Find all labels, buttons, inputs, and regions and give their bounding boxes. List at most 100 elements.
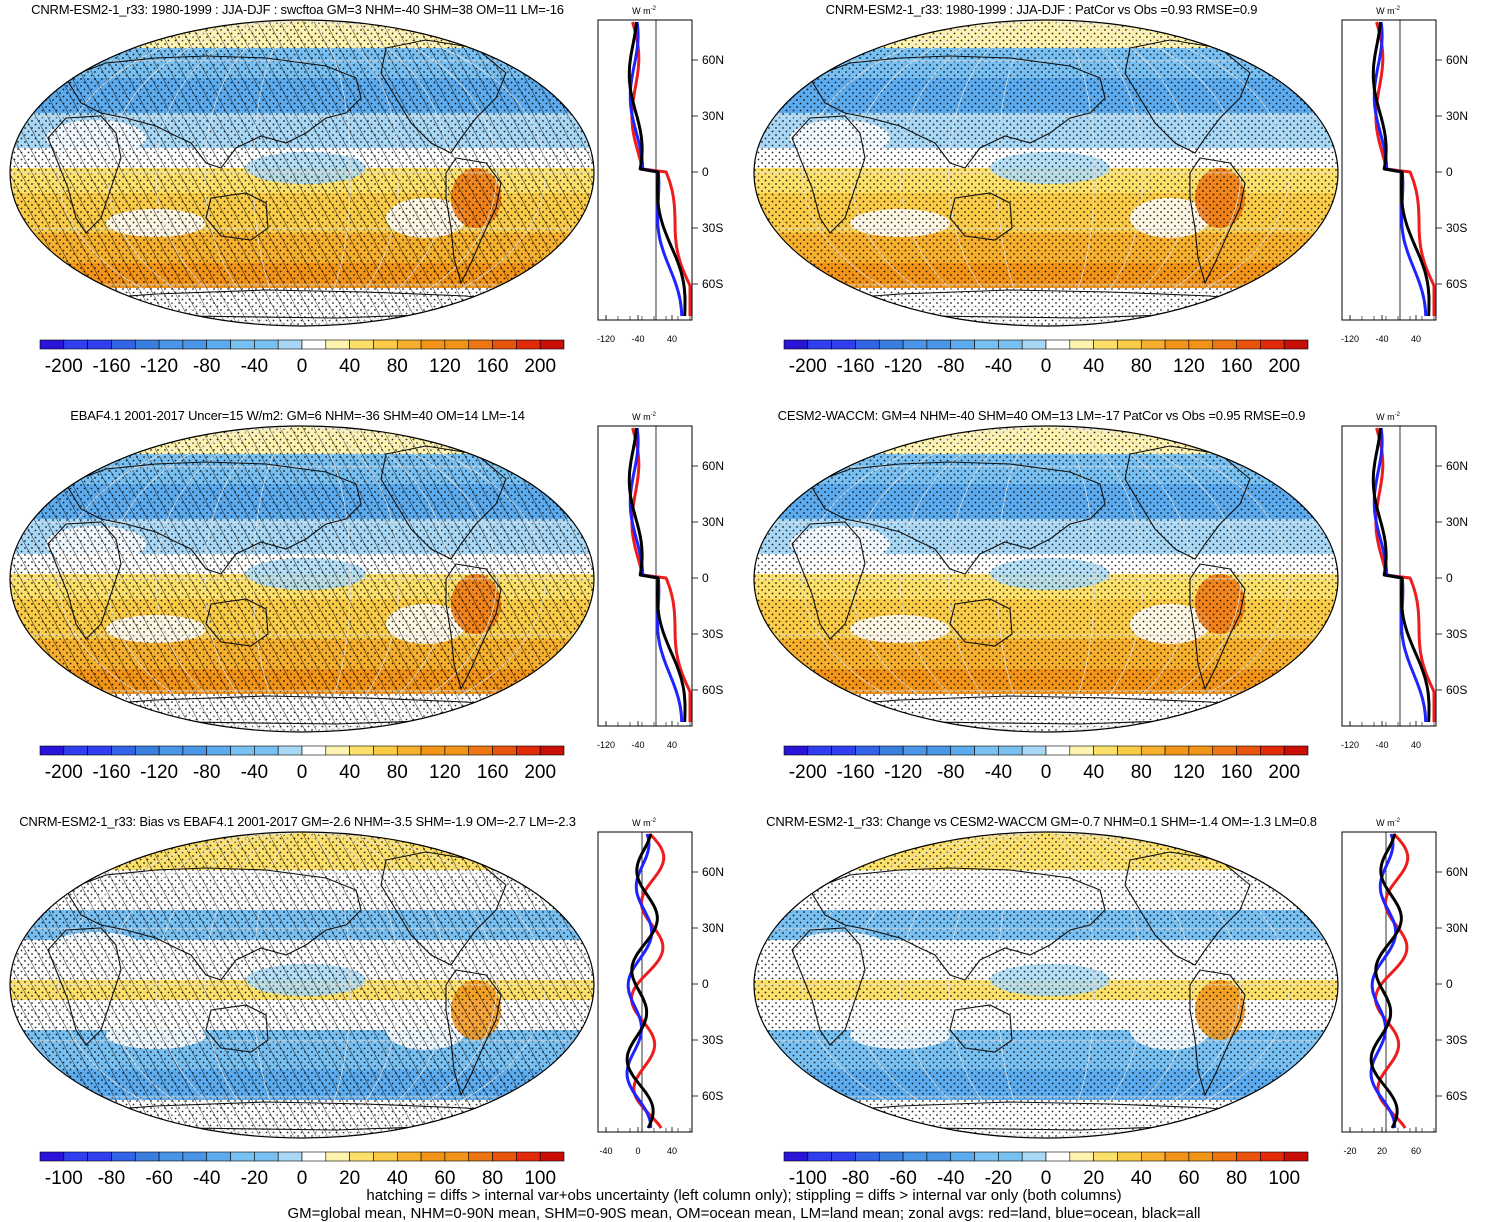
zonal-x-tick: 40 — [667, 740, 677, 750]
colorbar-label: 0 — [1041, 762, 1052, 783]
zonal-x-tick: 0 — [635, 1146, 640, 1156]
colorbar-label: -200 — [789, 356, 827, 377]
panel-title: CESM2-WACCM: GM=4 NHM=-40 SHM=40 OM=13 L… — [777, 408, 1306, 423]
zonal-mean-plot: W m-2 60N 30N 0 30S 60S -120 -40 40 — [597, 6, 724, 344]
units-label: W m-2 — [632, 412, 656, 422]
zonal-mean-plot: W m-2 60N 30N 0 30S 60S -120 -40 40 — [1341, 412, 1468, 750]
zonal-lat-label: 0 — [702, 571, 709, 585]
colorbar-label: 40 — [1131, 1168, 1152, 1189]
zonal-x-tick: 40 — [667, 1146, 677, 1156]
zonal-lat-label: 60N — [702, 53, 724, 67]
colorbar: -200 -160 -120 -80 -40 0 40 80 120 160 200 — [783, 339, 1309, 377]
colorbar-label: -20 — [985, 1168, 1012, 1189]
colorbar-label: -80 — [937, 762, 964, 783]
zonal-lat-label: 0 — [1446, 571, 1453, 585]
colorbar-label: -200 — [789, 762, 827, 783]
colorbar-label: -80 — [842, 1168, 869, 1189]
zonal-mean-plot: W m-2 60N 30N 0 30S 60S -40 0 40 — [597, 818, 724, 1156]
zonal-lat-label: 30N — [1446, 109, 1468, 123]
colorbar-label: -120 — [884, 356, 922, 377]
global-map — [753, 831, 1339, 1139]
global-map — [9, 425, 595, 733]
footer-note-legend: GM=global mean, NHM=0-90N mean, SHM=0-90… — [287, 1205, 1201, 1222]
colorbar-label: 200 — [1268, 762, 1300, 783]
panel-title: CNRM-ESM2-1_r33: 1980-1999 : JJA-DJF : s… — [31, 2, 564, 17]
zonal-lat-label: 60N — [1446, 53, 1468, 67]
colorbar-label: 80 — [387, 356, 408, 377]
colorbar-label: 160 — [1221, 356, 1253, 377]
zonal-lat-label: 30S — [1446, 627, 1467, 641]
panel-title: CNRM-ESM2-1_r33: 1980-1999 : JJA-DJF : P… — [825, 2, 1258, 17]
colorbar-label: 40 — [339, 762, 360, 783]
zonal-lat-label: 60S — [1446, 1089, 1467, 1103]
panel-bias-vs-ebaf: CNRM-ESM2-1_r33: Bias vs EBAF4.1 2001-20… — [0, 812, 744, 1215]
zonal-lat-label: 60S — [702, 277, 723, 291]
colorbar-label: 20 — [1083, 1168, 1104, 1189]
colorbar-label: -160 — [836, 762, 874, 783]
zonal-x-tick: 20 — [1377, 1146, 1387, 1156]
zonal-lat-label: 60N — [1446, 865, 1468, 879]
colorbar-label: 100 — [1268, 1168, 1300, 1189]
zonal-lat-label: 60N — [702, 459, 724, 473]
panel-change-vs-cesm2: CNRM-ESM2-1_r33: Change vs CESM2-WACCM G… — [744, 812, 1488, 1215]
zonal-lat-label: 30S — [702, 627, 723, 641]
zonal-lat-label: 60N — [702, 865, 724, 879]
colorbar-label: 160 — [1221, 762, 1253, 783]
zonal-x-tick: -40 — [1375, 334, 1388, 344]
colorbar-label: 120 — [1173, 356, 1205, 377]
colorbar-label: 0 — [297, 356, 308, 377]
colorbar-label: 80 — [1131, 762, 1152, 783]
units-label: W m-2 — [1376, 818, 1400, 828]
colorbar-label: 0 — [297, 1168, 308, 1189]
colorbar-label: -80 — [98, 1168, 125, 1189]
panel-title: CNRM-ESM2-1_r33: Change vs CESM2-WACCM G… — [766, 814, 1317, 829]
zonal-lat-label: 60S — [1446, 683, 1467, 697]
zonal-mean-plot: W m-2 60N 30N 0 30S 60S -120 -40 40 — [597, 412, 724, 750]
colorbar: -200 -160 -120 -80 -40 0 40 80 120 160 200 — [39, 339, 565, 377]
global-map — [753, 19, 1339, 327]
colorbar-label: -200 — [45, 762, 83, 783]
colorbar: -200 -160 -120 -80 -40 0 40 80 120 160 200 — [783, 745, 1309, 783]
zonal-lat-label: 60S — [702, 1089, 723, 1103]
colorbar-label: 0 — [297, 762, 308, 783]
colorbar-label: 0 — [1041, 1168, 1052, 1189]
zonal-x-tick: 60 — [1411, 1146, 1421, 1156]
colorbar-label: -40 — [241, 762, 268, 783]
colorbar-label: -80 — [193, 356, 220, 377]
zonal-x-tick: -40 — [599, 1146, 612, 1156]
zonal-x-tick: -40 — [631, 740, 644, 750]
zonal-lat-label: 0 — [702, 165, 709, 179]
colorbar-label: 80 — [1131, 356, 1152, 377]
colorbar: -100 -80 -60 -40 -20 0 20 40 60 80 100 — [783, 1151, 1309, 1189]
zonal-lat-label: 0 — [1446, 977, 1453, 991]
zonal-lat-label: 60S — [1446, 277, 1467, 291]
colorbar-label: -120 — [884, 762, 922, 783]
colorbar-label: 80 — [1226, 1168, 1247, 1189]
colorbar-label: -60 — [889, 1168, 916, 1189]
panel-title: CNRM-ESM2-1_r33: Bias vs EBAF4.1 2001-20… — [19, 814, 576, 829]
panel-ebaf-observations: EBAF4.1 2001-2017 Uncer=15 W/m2: GM=6 NH… — [0, 406, 744, 809]
zonal-lat-label: 0 — [1446, 165, 1453, 179]
zonal-x-tick: -20 — [1343, 1146, 1356, 1156]
colorbar-label: 200 — [524, 762, 556, 783]
zonal-lat-label: 60N — [1446, 459, 1468, 473]
panel-title: EBAF4.1 2001-2017 Uncer=15 W/m2: GM=6 NH… — [70, 408, 525, 423]
zonal-x-tick: 40 — [667, 334, 677, 344]
colorbar-label: -200 — [45, 356, 83, 377]
zonal-lat-label: 30N — [702, 921, 724, 935]
colorbar-label: 60 — [1178, 1168, 1199, 1189]
zonal-lat-label: 30S — [1446, 221, 1467, 235]
colorbar-label: 40 — [1083, 356, 1104, 377]
colorbar-label: -60 — [145, 1168, 172, 1189]
colorbar-label: -160 — [92, 762, 130, 783]
panel-model-change: CNRM-ESM2-1_r33: 1980-1999 : JJA-DJF : s… — [0, 0, 744, 403]
colorbar-label: -40 — [193, 1168, 220, 1189]
global-map — [753, 425, 1339, 733]
units-label: W m-2 — [632, 818, 656, 828]
zonal-lat-label: 30N — [702, 515, 724, 529]
units-label: W m-2 — [632, 6, 656, 16]
zonal-x-tick: -120 — [597, 334, 615, 344]
colorbar-label: -160 — [836, 356, 874, 377]
colorbar-label: 200 — [1268, 356, 1300, 377]
global-map — [9, 19, 595, 327]
